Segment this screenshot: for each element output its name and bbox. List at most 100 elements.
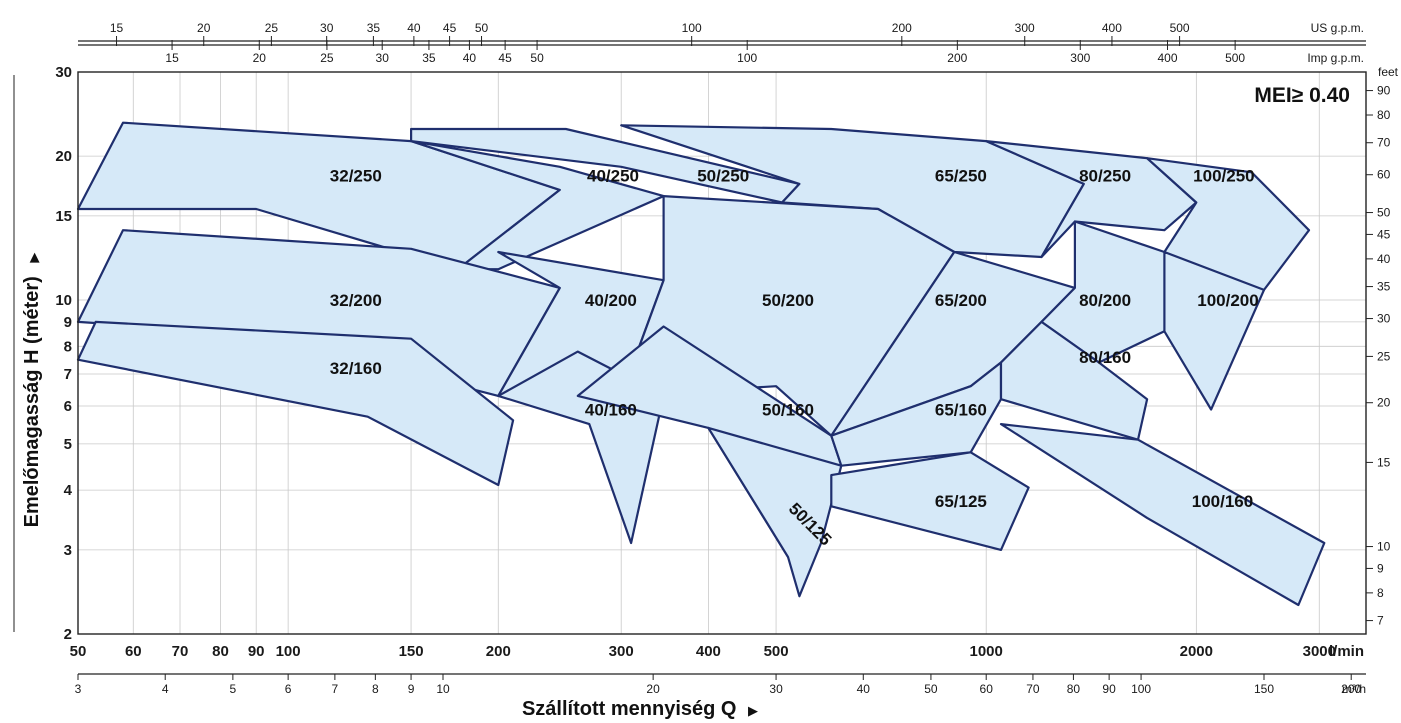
feet-tick-label: 25 — [1377, 349, 1391, 363]
feet-tick-label: 35 — [1377, 280, 1391, 294]
x-tick-label: 70 — [172, 643, 189, 660]
y-tick-label: 6 — [64, 398, 72, 415]
region-label: 80/250 — [1079, 167, 1131, 186]
region-label: 32/200 — [330, 291, 382, 310]
feet-tick-label: 9 — [1377, 561, 1384, 575]
y-tick-label: 4 — [64, 482, 73, 499]
feet-tick-label: 50 — [1377, 206, 1391, 220]
m3h-tick-label: 40 — [857, 682, 871, 696]
imp-gpm-tick-label: 300 — [1070, 51, 1090, 65]
x-axis-title: Szállított mennyiség Q ▶ — [522, 698, 758, 720]
region-label: 100/200 — [1197, 291, 1258, 310]
region-label: 100/160 — [1192, 492, 1253, 511]
m3h-tick-label: 60 — [980, 682, 994, 696]
feet-tick-label: 7 — [1377, 614, 1384, 628]
us-gpm-tick-label: 300 — [1015, 21, 1035, 35]
imp-gpm-tick-label: 15 — [165, 51, 179, 65]
m3h-tick-label: 200 — [1341, 682, 1361, 696]
m3h-tick-label: 80 — [1067, 682, 1081, 696]
bottom-axes: 50 60 70 80 90 100 150 200 300 400 500 1000 2000 3000… — [70, 643, 1366, 696]
top-secondary-axes: 15 20 25 30 35 40 45 50 100 200 300 400 500 US g.p.m.… — [78, 21, 1366, 65]
x-tick-label: 150 — [399, 643, 424, 660]
x-tick-label: 1000 — [970, 643, 1003, 660]
imp-gpm-tick-label: 50 — [530, 51, 544, 65]
m3h-tick-label: 9 — [408, 682, 415, 696]
x-unit-label: l/min — [1329, 643, 1364, 660]
us-gpm-tick-label: 500 — [1170, 21, 1190, 35]
pump-regions — [76, 121, 1326, 607]
us-gpm-tick-label: 35 — [367, 21, 381, 35]
imp-gpm-tick-label: 20 — [253, 51, 267, 65]
x-tick-label: 300 — [609, 643, 634, 660]
m3h-tick-label: 50 — [924, 682, 938, 696]
pump-region-32-160 — [76, 320, 515, 487]
m3h-tick-label: 8 — [372, 682, 379, 696]
pump-region-100-160 — [999, 423, 1326, 607]
us-gpm-tick-label: 30 — [320, 21, 334, 35]
feet-tick-label: 15 — [1377, 455, 1391, 469]
x-tick-label: 60 — [125, 643, 142, 660]
pump-region-50-125 — [707, 426, 843, 598]
right-feet-axis: 7 8 9 10 15 20 25 30 35 40 45 50 60 70 80 90 feet — [1366, 65, 1399, 628]
m3h-tick-label: 30 — [769, 682, 783, 696]
feet-tick-label: 60 — [1377, 168, 1391, 182]
m3h-unit-label: m³/h — [1342, 682, 1366, 696]
imp-gpm-tick-label: 200 — [947, 51, 967, 65]
region-label: 50/250 — [697, 167, 749, 186]
region-label: 40/200 — [585, 291, 637, 310]
feet-tick-label: 70 — [1377, 136, 1391, 150]
us-gpm-tick-label: 400 — [1102, 21, 1122, 35]
imp-gpm-tick-label: 40 — [463, 51, 477, 65]
pump-region-65-250 — [620, 124, 1085, 259]
pump-region-40-250 — [410, 140, 665, 271]
us-gpm-tick-label: 20 — [197, 21, 211, 35]
pump-region-65-125 — [830, 451, 1030, 552]
us-gpm-tick-label: 200 — [892, 21, 912, 35]
imp-gpm-tick-label: 45 — [498, 51, 512, 65]
m3h-tick-label: 7 — [332, 682, 339, 696]
feet-tick-label: 45 — [1377, 227, 1391, 241]
us-gpm-tick-label: 45 — [443, 21, 457, 35]
region-label: 50/200 — [762, 291, 814, 310]
x-tick-label: 50 — [70, 643, 87, 660]
region-label: 65/250 — [935, 167, 987, 186]
us-gpm-tick-label: 100 — [682, 21, 702, 35]
x-tick-label: 500 — [764, 643, 789, 660]
mei-annotation: MEI≥ 0.40 — [1254, 84, 1350, 107]
y-axis-title-text: Emelőmagasság H (méter) — [21, 276, 43, 527]
feet-tick-label: 8 — [1377, 586, 1384, 600]
y-axis-title: Emelőmagasság H (méter) ▶ — [21, 253, 43, 528]
region-label: 100/250 — [1193, 167, 1254, 186]
feet-tick-label: 40 — [1377, 252, 1391, 266]
imp-gpm-tick-label: 500 — [1225, 51, 1245, 65]
imp-gpm-tick-label: 30 — [376, 51, 390, 65]
us-gpm-tick-label: 50 — [475, 21, 489, 35]
m3h-tick-label: 90 — [1102, 682, 1116, 696]
region-label: 65/160 — [935, 401, 987, 420]
imp-gpm-tick-label: 400 — [1157, 51, 1177, 65]
region-label: 32/250 — [330, 167, 382, 186]
y-tick-label: 15 — [55, 208, 72, 225]
x-tick-label: 2000 — [1180, 643, 1213, 660]
feet-tick-label: 80 — [1377, 108, 1391, 122]
region-label: 65/200 — [935, 291, 987, 310]
y-tick-label: 5 — [64, 436, 72, 453]
x-tick-label: 80 — [212, 643, 229, 660]
m3h-tick-label: 3 — [75, 682, 82, 696]
region-labels: 32/250 40/250 50/250 65/250 80/250 100/250 32/… — [330, 167, 1259, 550]
y-tick-label: 9 — [64, 314, 72, 331]
m3h-tick-label: 100 — [1131, 682, 1151, 696]
imp-gpm-tick-label: 25 — [320, 51, 334, 65]
plot-frame — [77, 71, 1367, 635]
y-tick-label: 3 — [64, 542, 72, 559]
y-tick-label: 20 — [55, 148, 72, 165]
us-gpm-tick-label: 15 — [110, 21, 124, 35]
imp-gpm-tick-label: 100 — [737, 51, 757, 65]
feet-tick-label: 90 — [1377, 84, 1391, 98]
us-gpm-tick-label: 40 — [407, 21, 421, 35]
x-tick-label: 200 — [486, 643, 511, 660]
feet-tick-label: 30 — [1377, 312, 1391, 326]
region-label: 32/160 — [330, 359, 382, 378]
x-axis-title-text: Szállított mennyiség Q — [522, 698, 736, 720]
